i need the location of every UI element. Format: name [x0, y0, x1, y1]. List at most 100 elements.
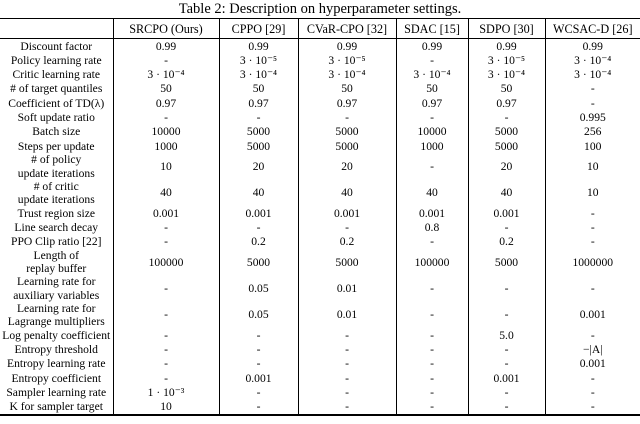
value-cell: - — [395, 371, 468, 386]
value-cell: - — [218, 399, 298, 416]
table-row: Learning rate for auxiliary variables -0.… — [0, 275, 640, 302]
value-cell: 0.001 — [544, 301, 640, 329]
value-cell: - — [112, 234, 219, 250]
value-cell: 5000 — [218, 124, 298, 140]
value-cell: 0.8 — [395, 220, 468, 235]
column-header: SDAC [15] — [395, 18, 468, 39]
value-cell: 1000 — [395, 139, 468, 154]
row-label: K for sampler target — [9, 400, 103, 414]
value-cell: 0.2 — [467, 234, 545, 250]
column-header: CVaR-CPO [32] — [297, 18, 396, 39]
table-row: # of critic update iterations 40 40 40 40 40 1… — [0, 179, 640, 207]
value-cell: - — [112, 220, 219, 235]
value-cell: 40 — [395, 179, 468, 207]
value-cell: 5000 — [218, 139, 298, 154]
value-cell: - — [297, 110, 396, 125]
table-row: Log penalty coefficient - - - -5.0- — [0, 328, 640, 343]
value-cell: 5000 — [467, 249, 545, 276]
value-cell: 10000 — [395, 124, 468, 140]
value-cell: 10 — [112, 153, 219, 180]
value-cell: 3 · 10⁻⁴ — [218, 67, 298, 82]
row-label: Steps per update — [17, 139, 95, 153]
value-cell: 0.99 — [467, 38, 545, 54]
value-cell: 0.001 — [544, 356, 640, 372]
value-cell: 0.2 — [297, 234, 396, 250]
value-cell: 0.99 — [112, 38, 219, 54]
value-cell: - — [467, 110, 545, 125]
table-row: PPO Clip ratio [22] -0.2 0.2-0.2- — [0, 234, 640, 250]
value-cell: 5000 — [297, 124, 396, 140]
value-cell: 1 · 10⁻³ — [112, 385, 219, 400]
table-row: # of target quantiles 50 50 50 50 50- — [0, 81, 640, 97]
value-cell: - — [395, 53, 468, 68]
value-cell: - — [467, 220, 545, 235]
value-cell: 5000 — [467, 139, 545, 154]
value-cell: 0.97 — [467, 96, 545, 111]
value-cell: 0.97 — [395, 96, 468, 111]
value-cell: - — [395, 301, 468, 329]
value-cell: 3 · 10⁻⁵ — [218, 53, 298, 68]
hyperparameter-table: SRCPO (Ours) CPPO [29] CVaR-CPO [32] SDAC [… — [0, 18, 640, 417]
value-cell: 0.001 — [395, 206, 468, 221]
value-cell: - — [544, 399, 640, 416]
value-cell: 0.97 — [297, 96, 396, 111]
value-cell: 5000 — [297, 249, 396, 276]
value-cell: - — [112, 328, 219, 343]
row-label: Soft update ratio — [17, 111, 95, 125]
value-cell: - — [297, 220, 396, 235]
table-row: Sampler learning rate 1 · 10⁻³ - - - - - — [0, 385, 640, 400]
value-cell: 50 — [297, 81, 396, 97]
value-cell: - — [218, 342, 298, 357]
value-cell: 0.01 — [297, 275, 396, 302]
value-cell: 0.97 — [112, 96, 219, 111]
value-cell: - — [544, 81, 640, 97]
row-label: Trust region size — [17, 206, 95, 220]
value-cell: - — [297, 356, 396, 372]
table-row: Steps per update 1000 5000 5000 1000 5000 100 — [0, 139, 640, 154]
value-cell: 0.99 — [544, 38, 640, 54]
value-cell: - — [112, 371, 219, 386]
column-header: CPPO [29] — [218, 18, 298, 39]
value-cell: 0.99 — [218, 38, 298, 54]
table-row: Entropy coefficient -0.001- -0.001- — [0, 371, 640, 386]
value-cell: 256 — [544, 124, 640, 140]
row-label: Entropy threshold — [14, 343, 98, 357]
value-cell: 50 — [395, 81, 468, 97]
value-cell: 0.99 — [297, 38, 396, 54]
value-cell: 10 — [544, 179, 640, 207]
value-cell: - — [112, 356, 219, 372]
value-cell: 3 · 10⁻⁴ — [297, 67, 396, 82]
header-row: SRCPO (Ours) CPPO [29] CVaR-CPO [32] SDAC [… — [0, 18, 640, 39]
value-cell: −|A| — [544, 342, 640, 357]
value-cell: 40 — [467, 179, 545, 207]
value-cell: - — [297, 385, 396, 400]
value-cell: 100000 — [395, 249, 468, 276]
value-cell: 1000000 — [544, 249, 640, 276]
value-cell: - — [218, 110, 298, 125]
value-cell: 0.001 — [218, 371, 298, 386]
value-cell: 100000 — [112, 249, 219, 276]
table-row: Trust region size 0.001 0.001 0.001 0.001 0.0… — [0, 206, 640, 221]
value-cell: 0.001 — [297, 206, 396, 221]
table-row: K for sampler target 10- - - - - — [0, 399, 640, 416]
row-label: Discount factor — [20, 39, 93, 53]
value-cell: 0.05 — [218, 301, 298, 329]
value-cell: - — [112, 301, 219, 329]
table-row: Entropy learning rate - - - - -0.001 — [0, 356, 640, 372]
value-cell: - — [112, 275, 219, 302]
value-cell: 100 — [544, 139, 640, 154]
row-label: Line search decay — [14, 221, 99, 235]
value-cell: - — [395, 153, 468, 180]
value-cell: - — [395, 342, 468, 357]
row-label: # of target quantiles — [10, 82, 103, 96]
value-cell: 0.05 — [218, 275, 298, 302]
value-cell: - — [467, 356, 545, 372]
value-cell: 3 · 10⁻⁴ — [544, 53, 640, 68]
column-header: WCSAC-D [26] — [544, 18, 640, 39]
value-cell: 20 — [467, 153, 545, 180]
value-cell: 5000 — [218, 249, 298, 276]
row-label: Length of replay buffer — [26, 249, 87, 276]
row-label: Sampler learning rate — [6, 386, 107, 400]
value-cell: - — [395, 385, 468, 400]
value-cell: 3 · 10⁻⁵ — [467, 53, 545, 68]
